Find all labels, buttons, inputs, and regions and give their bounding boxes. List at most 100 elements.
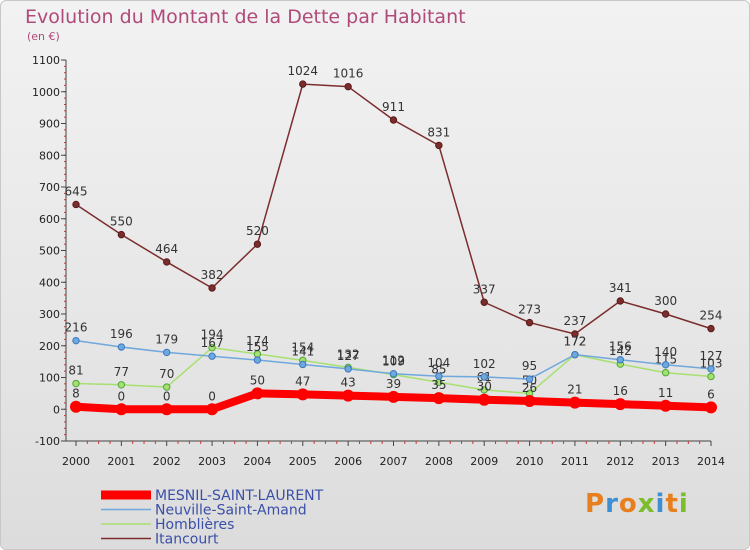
data-label: 174 xyxy=(246,334,269,348)
data-label: 43 xyxy=(341,376,356,390)
data-label: 831 xyxy=(427,125,450,139)
data-point xyxy=(163,383,171,391)
data-label: 254 xyxy=(700,309,723,323)
data-label: 142 xyxy=(609,344,632,358)
data-point xyxy=(299,360,307,369)
data-point xyxy=(661,369,670,377)
data-label: 8 xyxy=(72,387,80,401)
data-label: 141 xyxy=(291,344,314,358)
logo-letter: t xyxy=(665,489,679,519)
data-label: 39 xyxy=(386,377,401,391)
data-label: 127 xyxy=(700,349,723,363)
proxiti-logo: Proxiti xyxy=(585,489,689,519)
y-tick-label: 500 xyxy=(39,245,60,258)
data-point xyxy=(478,393,491,406)
chart-title: Evolution du Montant de la Dette par Hab… xyxy=(25,6,466,28)
data-label: 645 xyxy=(65,184,88,198)
data-point xyxy=(707,372,715,381)
y-tick-label: 700 xyxy=(39,181,60,194)
x-tick-label: 2011 xyxy=(561,455,589,468)
data-label: 382 xyxy=(201,268,224,282)
data-label: 0 xyxy=(163,389,171,403)
data-point xyxy=(389,116,398,124)
data-label: 70 xyxy=(159,367,174,381)
data-label: 520 xyxy=(246,224,269,238)
data-point xyxy=(661,310,670,318)
data-point xyxy=(432,392,445,405)
x-tick-label: 2002 xyxy=(153,455,181,468)
x-tick-label: 2006 xyxy=(334,455,362,468)
data-point xyxy=(571,330,579,338)
data-label: 154 xyxy=(291,340,314,354)
data-point xyxy=(705,401,717,414)
data-point xyxy=(480,386,488,394)
data-label: 337 xyxy=(473,282,496,296)
data-label: 1016 xyxy=(333,67,364,81)
data-label: 0 xyxy=(208,389,216,403)
data-point xyxy=(707,365,715,373)
data-point xyxy=(387,390,400,403)
data-point xyxy=(661,361,670,369)
logo-letter: i xyxy=(678,489,689,519)
y-tick-label: 300 xyxy=(39,308,60,321)
data-label: 464 xyxy=(155,242,178,256)
x-tick-label: 2008 xyxy=(425,455,453,468)
data-label: 77 xyxy=(114,365,129,379)
data-point xyxy=(251,387,264,400)
data-label: 0 xyxy=(118,389,126,403)
data-point xyxy=(344,365,352,373)
data-label: 194 xyxy=(201,328,224,342)
data-point xyxy=(616,297,624,305)
data-point xyxy=(523,394,536,407)
data-point xyxy=(117,381,126,389)
chart-unit: (en €) xyxy=(27,30,60,43)
data-point xyxy=(163,258,171,266)
data-label: 127 xyxy=(337,349,360,363)
y-tick-label: 0 xyxy=(53,403,60,416)
x-tick-label: 2009 xyxy=(470,455,498,468)
data-point xyxy=(568,396,581,409)
x-tick-label: 2004 xyxy=(243,455,271,468)
data-point xyxy=(208,352,216,360)
legend-label: Homblières xyxy=(155,517,234,533)
data-label: 81 xyxy=(68,364,83,378)
legend-label: MESNIL-SAINT-LAURENT xyxy=(155,488,324,504)
data-point xyxy=(296,388,309,401)
data-label: 132 xyxy=(337,347,360,361)
data-label: 11 xyxy=(658,386,673,400)
data-point xyxy=(299,80,307,88)
logo-letter: i xyxy=(655,489,666,519)
data-label: 112 xyxy=(382,354,405,368)
data-point xyxy=(525,318,534,327)
logo-letter: P xyxy=(585,489,606,519)
x-tick-label: 2010 xyxy=(516,455,544,468)
y-tick-label: 400 xyxy=(39,276,60,289)
data-point xyxy=(616,356,624,364)
data-point xyxy=(70,400,82,413)
data-label: 179 xyxy=(155,332,178,346)
y-tick-label: 1000 xyxy=(32,86,60,99)
x-tick-label: 2014 xyxy=(697,455,725,468)
data-point xyxy=(344,82,352,91)
data-point xyxy=(435,141,443,150)
data-label: 6 xyxy=(707,387,715,401)
data-label: 172 xyxy=(563,335,586,349)
data-point xyxy=(659,399,672,412)
data-label: 104 xyxy=(427,356,450,370)
data-label: 109 xyxy=(382,355,405,369)
data-point xyxy=(253,240,262,248)
y-tick-label: 900 xyxy=(39,118,60,131)
data-point xyxy=(117,343,126,351)
y-tick-label: 1100 xyxy=(32,54,60,67)
data-point xyxy=(480,373,488,381)
data-label: 911 xyxy=(382,100,405,114)
x-tick-label: 2013 xyxy=(652,455,680,468)
x-tick-label: 2001 xyxy=(107,455,135,468)
data-point xyxy=(614,398,627,411)
data-label: 47 xyxy=(295,374,310,388)
data-point xyxy=(72,200,80,209)
data-label: 550 xyxy=(110,215,133,229)
data-label: 140 xyxy=(654,345,677,359)
data-label: 273 xyxy=(518,303,541,317)
data-point xyxy=(389,369,398,378)
